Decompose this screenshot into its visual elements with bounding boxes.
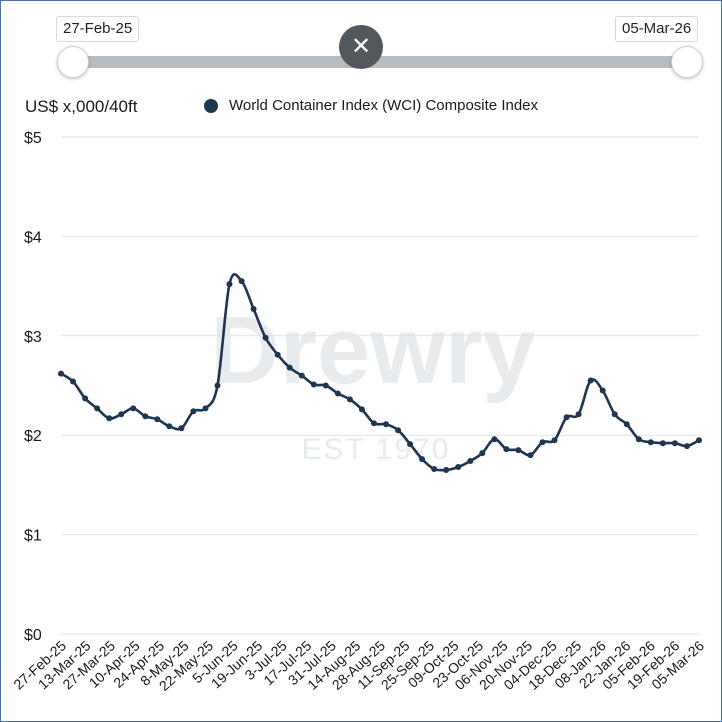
data-point: [539, 439, 546, 446]
x-axis-ticks: 27-Feb-2513-Mar-2527-Mar-2510-Apr-2524-A…: [10, 637, 707, 694]
data-point: [419, 456, 426, 463]
data-point: [82, 395, 89, 402]
y-tick-label: $5: [24, 130, 42, 147]
data-point: [58, 370, 64, 377]
y-tick-label: $2: [24, 428, 42, 445]
data-point: [310, 381, 317, 388]
legend[interactable]: World Container Index (WCI) Composite In…: [204, 97, 538, 114]
data-point: [118, 411, 125, 418]
data-point: [575, 411, 582, 418]
legend-marker: [204, 98, 218, 113]
data-point: [202, 405, 209, 412]
data-point: [334, 390, 341, 397]
data-point: [178, 425, 185, 432]
data-point: [262, 334, 269, 341]
series-wci-composite: [58, 273, 702, 473]
data-point: [611, 411, 618, 418]
data-point: [106, 415, 113, 422]
data-point: [587, 377, 594, 384]
data-point: [358, 406, 365, 413]
y-tick-label: $1: [24, 528, 42, 545]
data-point: [491, 436, 498, 443]
data-point: [684, 443, 690, 450]
close-icon: ✕: [350, 33, 372, 60]
data-point: [503, 446, 510, 453]
data-point: [383, 421, 389, 428]
data-point: [623, 421, 630, 428]
data-point: [467, 458, 474, 464]
gridlines: [61, 136, 699, 635]
reset-range-button[interactable]: ✕: [339, 25, 383, 69]
watermark-name: Drewry: [210, 297, 536, 404]
data-point: [479, 450, 486, 457]
data-point: [563, 414, 570, 421]
data-point: [659, 440, 666, 447]
data-point: [322, 382, 329, 389]
y-axis-unit-label: US$ x,000/40ft: [25, 97, 138, 116]
data-point: [515, 447, 522, 454]
range-slider-track[interactable]: [73, 56, 685, 68]
watermark-est: EST 1970: [302, 433, 451, 466]
data-point: [647, 439, 654, 446]
data-point: [431, 466, 438, 472]
data-point: [298, 372, 305, 379]
range-end-label: 05-Mar-26: [615, 16, 699, 42]
data-point: [94, 405, 101, 412]
data-point: [671, 440, 678, 447]
data-point: [190, 408, 197, 415]
data-point: [551, 437, 558, 444]
y-tick-label: $0: [24, 627, 42, 644]
data-point: [395, 427, 402, 434]
y-tick-label: $4: [24, 229, 42, 246]
data-point: [250, 306, 257, 312]
data-point: [142, 413, 149, 420]
y-tick-label: $3: [24, 329, 42, 346]
data-point: [274, 351, 281, 358]
data-point: [154, 416, 161, 423]
legend-label: World Container Index (WCI) Composite In…: [229, 97, 539, 114]
data-point: [70, 378, 76, 385]
data-point: [599, 387, 606, 394]
data-point: [407, 441, 414, 448]
data-point: [443, 467, 450, 473]
data-point: [696, 437, 702, 444]
data-point: [527, 452, 534, 459]
data-point: [130, 405, 137, 412]
data-point: [286, 364, 293, 371]
data-point: [226, 281, 233, 288]
y-axis-ticks: $0 $1 $2 $3 $4 $5: [24, 130, 42, 644]
data-point: [346, 396, 353, 403]
data-point: [371, 420, 377, 427]
data-point: [455, 464, 462, 470]
range-slider-end-handle[interactable]: [671, 46, 703, 78]
data-point: [238, 278, 245, 285]
data-point: [214, 382, 221, 389]
data-point: [635, 436, 642, 443]
range-start-label: 27-Feb-25: [56, 16, 140, 42]
range-slider-start-handle[interactable]: [57, 46, 89, 78]
data-point: [166, 423, 173, 430]
